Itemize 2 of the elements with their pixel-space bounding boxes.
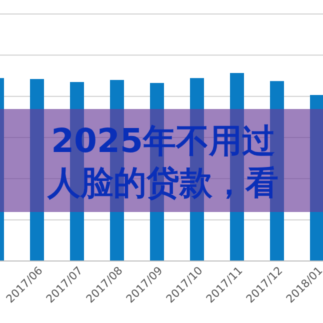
- bar: [30, 79, 44, 261]
- bar: [310, 94, 323, 261]
